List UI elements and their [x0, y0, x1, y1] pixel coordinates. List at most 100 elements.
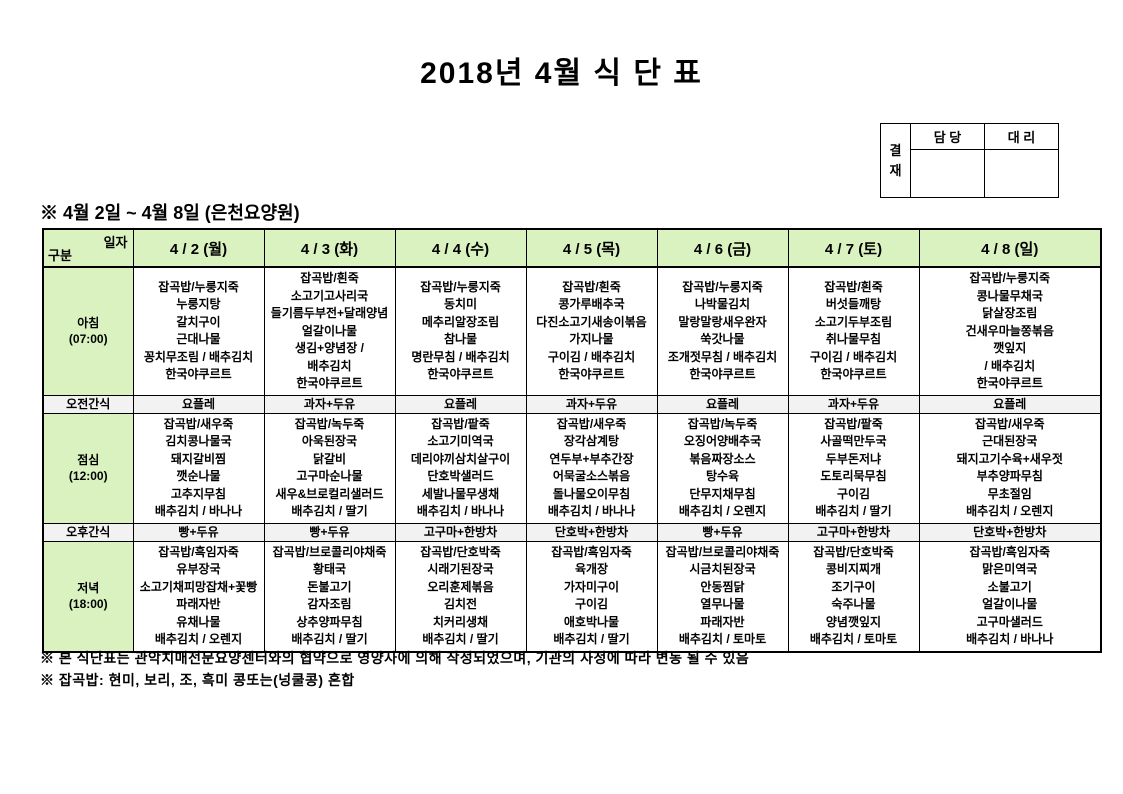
- menu-item: 들기름두부전+달래양념: [270, 306, 389, 320]
- corner-label-date: 일자: [103, 235, 128, 250]
- row-label-lunch: 점심 (12:00): [42, 412, 134, 524]
- table-row-am-snack: 오전간식 요플레 과자+두유 요플레 과자+두유 요플레 과자+두유 요플레: [42, 394, 1102, 414]
- menu-item: 명란무침 / 배추김치: [411, 349, 510, 364]
- menu-item: 단무지채무침: [689, 486, 756, 501]
- menu-item: 배추김치 / 바나나: [154, 504, 243, 518]
- menu-cell: 빵+두유: [656, 522, 789, 542]
- menu-item: 한국야쿠르트: [296, 376, 363, 390]
- menu-item: 배추김치 / 딸기: [291, 632, 368, 646]
- menu-item: 건새우마늘쫑볶음: [965, 323, 1054, 338]
- menu-item: 돼지갈비찜: [170, 451, 227, 466]
- menu-item: / 배추김치: [984, 358, 1036, 373]
- menu-item: 메추리알장조림: [421, 314, 500, 329]
- menu-item: 감자조림: [307, 597, 352, 611]
- menu-item: 시래기된장국: [427, 562, 494, 576]
- menu-item: 잡곡밥/브로콜리야채죽: [272, 544, 387, 559]
- menu-item: 조개젓무침 / 배추김치: [667, 349, 778, 364]
- menu-cell: 단호박+한방차: [918, 522, 1102, 542]
- row-label-text: 저녁: [77, 580, 100, 595]
- day-header: 4 / 8 (일): [918, 228, 1102, 268]
- menu-item: 잡곡밥/흑임자죽: [969, 544, 1051, 559]
- menu-item: 잡곡밥/팥죽: [431, 416, 490, 431]
- day-header: 4 / 3 (화): [263, 228, 396, 268]
- day-header: 4 / 2 (월): [132, 228, 265, 268]
- row-label-time: (18:00): [68, 597, 108, 611]
- table-row-lunch: 점심 (12:00) 잡곡밥/새우죽 김치콩나물국 돼지갈비찜 깻순나물 고추지무침 배추김치…: [42, 412, 1102, 524]
- menu-item: 황태국: [312, 562, 347, 576]
- menu-item: 배추김치 / 오렌지: [678, 504, 767, 518]
- menu-item: 시금치된장국: [689, 562, 756, 576]
- menu-cell: 잡곡밥/단호박죽 콩비지찌개 조기구이 숙주나물 양념깻잎지 배추김치 / 토마토: [787, 540, 920, 652]
- menu-item: 장각삼계탕: [563, 434, 620, 448]
- menu-item: 쑥갓나물: [700, 332, 745, 347]
- menu-item: 배추김치 / 딸기: [553, 632, 630, 646]
- menu-item: 갈치구이: [176, 314, 221, 329]
- approval-sign-cell-damdang: [910, 149, 985, 198]
- row-label-text: 오후간식: [66, 525, 111, 539]
- menu-item: 세발나물무생채: [421, 486, 500, 501]
- menu-item: 꽁치무조림 / 배추김치: [143, 349, 254, 364]
- menu-cell: 잡곡밥/누룽지죽 콩나물무채국 닭살장조림 건새우마늘쫑볶음 깻잎지 / 배추김치 한국야쿠…: [918, 266, 1102, 396]
- menu-item: 잡곡밥/새우죽: [163, 416, 234, 431]
- menu-item: 구이김: [836, 486, 871, 501]
- table-row-dinner: 저녁 (18:00) 잡곡밥/흑임자죽 유부장국 소고기채피망잡채+꽃빵 파래자반 유채나물…: [42, 540, 1102, 652]
- approval-col-damdang: 담 당: [910, 123, 985, 150]
- menu-cell: 잡곡밥/흑임자죽 맑은미역국 소불고기 얼갈이나물 고구마샐러드 배추김치 / 바나나: [918, 540, 1102, 652]
- menu-table: 일자 구분 4 / 2 (월) 4 / 3 (화) 4 / 4 (수) 4 / 5 (목)…: [42, 228, 1102, 653]
- menu-cell: 과자+두유: [525, 394, 658, 414]
- menu-item: 누룽지탕: [176, 297, 221, 312]
- approval-box: 결재 담 당 대 리: [880, 123, 1059, 198]
- menu-item: 한국야쿠르트: [558, 367, 625, 382]
- menu-item: 잡곡밥/녹두죽: [294, 416, 365, 431]
- day-header: 4 / 4 (수): [394, 228, 527, 268]
- menu-item: 구이김: [574, 597, 609, 611]
- menu-item: 콩나물무채국: [976, 288, 1043, 303]
- row-label-text: 오전간식: [66, 397, 111, 411]
- row-label-breakfast: 아침 (07:00): [42, 266, 134, 396]
- row-label-am-snack: 오전간식: [42, 394, 134, 414]
- menu-cell: 잡곡밥/흑임자죽 육개장 가자미구이 구이김 애호박나물 배추김치 / 딸기: [525, 540, 658, 652]
- menu-item: 배추김치 / 딸기: [291, 504, 368, 518]
- menu-cell: 잡곡밥/흰죽 소고기고사리국 들기름두부전+달래양념 얼갈이나물 생김+양념장 / 배추김…: [263, 266, 396, 396]
- table-header-row: 일자 구분 4 / 2 (월) 4 / 3 (화) 4 / 4 (수) 4 / 5 (목)…: [42, 228, 1102, 268]
- menu-item: 한국야쿠르트: [165, 367, 232, 382]
- menu-item: 볶음짜장소스: [689, 451, 756, 466]
- menu-item: 애호박나물: [563, 614, 620, 629]
- row-label-text: 아침: [77, 316, 100, 331]
- menu-item: 두부돈저냐: [825, 451, 882, 466]
- row-label-text: 점심: [77, 452, 100, 467]
- menu-item: 김치콩나물국: [165, 434, 232, 448]
- menu-item: 잡곡밥/흰죽: [824, 279, 883, 294]
- menu-item: 김치전: [443, 597, 478, 611]
- menu-item: 양념깻잎지: [825, 614, 882, 629]
- menu-item: 소고기미역국: [427, 434, 494, 448]
- menu-item: 얼갈이나물: [301, 323, 358, 338]
- menu-cell: 잡곡밥/녹두죽 아욱된장국 닭갈비 고구마순나물 새우&브로컬리샐러드 배추김치 / 딸기: [263, 412, 396, 524]
- menu-item: 잡곡밥/누룽지죽: [420, 279, 501, 294]
- menu-item: 참나물: [443, 332, 478, 347]
- menu-cell: 요플레: [656, 394, 789, 414]
- menu-item: 배추김치 / 오렌지: [966, 504, 1054, 518]
- menu-cell: 단호박+한방차: [525, 522, 658, 542]
- menu-cell: 고구마+한방차: [787, 522, 920, 542]
- menu-item: 잡곡밥/누룽지죽: [969, 271, 1051, 285]
- menu-item: 치커리생채: [432, 614, 489, 629]
- menu-item: 구이김 / 배추김치: [547, 349, 636, 364]
- menu-cell: 잡곡밥/브로콜리야채죽 시금치된장국 안동찜닭 열무나물 파래자반 배추김치 / 토마토: [656, 540, 789, 652]
- menu-cell: 잡곡밥/새우죽 김치콩나물국 돼지갈비찜 깻순나물 고추지무침 배추김치 / 바나나: [132, 412, 265, 524]
- menu-cell: 잡곡밥/흰죽 버섯들깨탕 소고기두부조림 취나물무침 구이김 / 배추김치 한국야쿠르트: [787, 266, 920, 396]
- corner-label-category: 구분: [48, 248, 72, 263]
- menu-item: 파래자반: [700, 614, 745, 629]
- menu-item: 근대나물: [176, 332, 221, 347]
- menu-cell: 잡곡밥/팥죽 소고기미역국 데리야끼삼치살구이 단호박샐러드 세발나물무생채 배추김치 /…: [394, 412, 527, 524]
- menu-item: 소고기고사리국: [290, 288, 369, 303]
- footnote-line: ※ 잡곡밥: 현미, 보리, 조, 흑미 콩또는(넝쿨콩) 혼합: [40, 672, 355, 688]
- row-label-pm-snack: 오후간식: [42, 522, 134, 542]
- footnotes: ※ 본 식단표는 관악치매전문요양센터와의 협약으로 영양사에 의해 작성되었으…: [40, 647, 749, 691]
- menu-item: 닭살장조림: [982, 306, 1038, 320]
- menu-item: 상추양파무침: [296, 614, 363, 629]
- menu-cell: 잡곡밥/브로콜리야채죽 황태국 돈불고기 감자조림 상추양파무침 배추김치 / 딸기: [263, 540, 396, 652]
- menu-cell: 요플레: [918, 394, 1102, 414]
- menu-cell: 잡곡밥/누룽지죽 동치미 메추리알장조림 참나물 명란무침 / 배추김치 한국야쿠르트: [394, 266, 527, 396]
